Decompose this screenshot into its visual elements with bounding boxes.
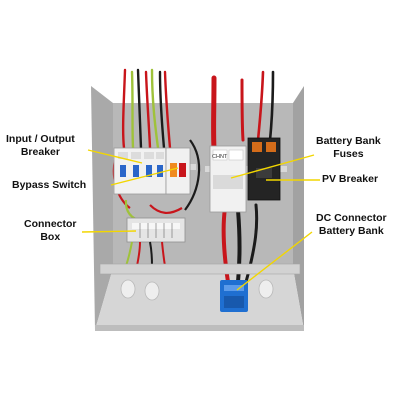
label-battery-fuses-line2: Fuses [333,147,364,160]
label-connector-box: Connector Box [24,218,77,243]
label-connector-box-line2: Box [40,230,61,243]
label-battery-bank-fuses: Battery Bank Fuses [316,135,381,160]
label-pv-breaker: PV Breaker [322,173,378,186]
input-output-breakers [113,147,167,195]
label-battery-fuses-line1: Battery Bank [316,135,381,147]
ac-input-wires [121,68,172,150]
callout-line-bypass-switch [110,167,179,186]
label-input-output-breaker: Input / Output Breaker [6,133,75,158]
enclosure-bottom-edge [95,325,304,331]
label-pv-breaker-text: PV Breaker [322,173,379,185]
callout-line-dc-connector [236,231,313,291]
label-connector-box-line1: Connector [24,218,77,230]
label-dc-connector-line1: DC Connector [316,212,387,224]
label-bypass-switch-text: Bypass Switch [12,179,87,191]
callout-line-connector-box [81,230,137,233]
label-dc-connector: DC Connector Battery Bank [316,212,387,237]
fuse-brand-mark: CHNT [212,154,228,160]
callout-line-battery-fuses [230,154,315,179]
label-input-output-line1: Input / Output [6,133,75,145]
enclosure-bottom-floor [95,268,304,330]
cable-glands [120,279,274,301]
label-dc-connector-line2: Battery Bank [318,224,384,237]
connector-box [126,217,186,243]
label-input-output-line2: Breaker [20,145,60,158]
cable-channel [99,263,301,275]
dc-cables [211,70,275,284]
callout-lines [81,149,320,291]
bypass-switch-breaker [165,147,191,195]
dc-connector-battery-bank [220,280,248,312]
callout-line-input-output [87,149,143,164]
battery-bank-fuses [209,145,247,213]
label-bypass-switch: Bypass Switch [12,179,86,192]
